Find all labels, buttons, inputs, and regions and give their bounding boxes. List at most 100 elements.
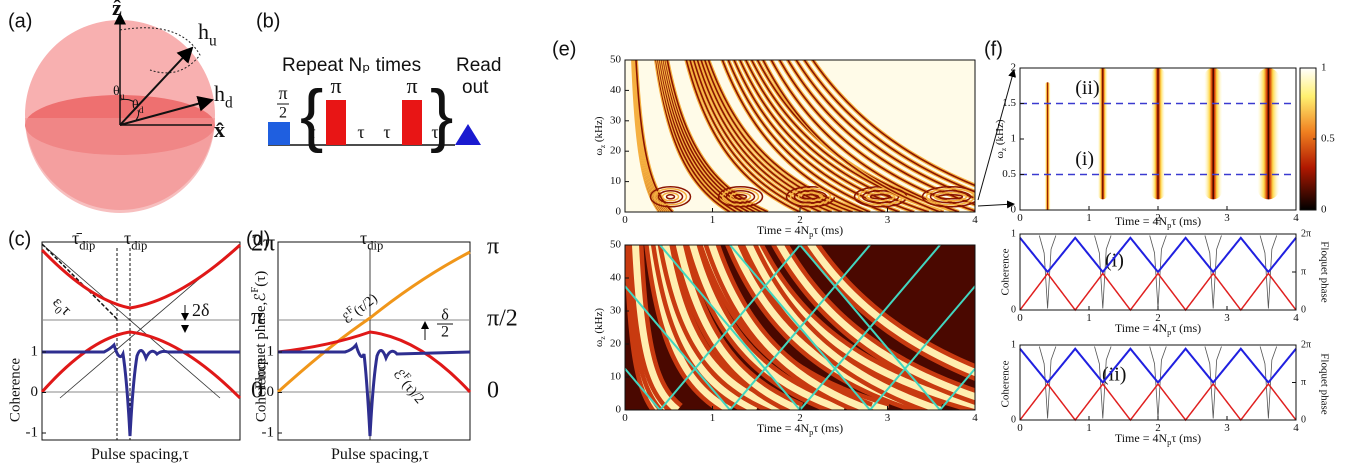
label-part: τ (ms) (1171, 321, 1201, 335)
label-part: Time = 4N (757, 223, 810, 237)
gap-label: 2δ (192, 300, 209, 320)
band (675, 245, 802, 410)
panel-label: (f) (984, 38, 1003, 60)
readout-label: Read (456, 55, 501, 76)
vector-label: hu (198, 19, 217, 49)
fringe (762, 60, 941, 212)
label-part: d (225, 94, 233, 111)
fringe-ring (657, 190, 684, 204)
y-tick-label: π (251, 304, 263, 330)
label-part: (kHz) (593, 308, 605, 337)
resonance-line (939, 367, 975, 410)
y-axis-title: Floquet phase (1318, 353, 1330, 415)
y-tick-label: 0 (31, 384, 39, 400)
x-tick-label: 3 (885, 214, 891, 226)
y-tick-label: π (1301, 377, 1306, 388)
y-tick-label: 1.5 (1002, 97, 1016, 109)
x-tick-label: 0 (622, 412, 628, 424)
resonance-line (869, 284, 975, 410)
label-part: τ (ms) (1171, 214, 1201, 228)
label-part: h (198, 19, 209, 44)
fringe (786, 60, 975, 206)
label-part: u (120, 91, 125, 102)
x-tick-label: 3 (1224, 212, 1230, 224)
y-axis-title: Coherence (1000, 360, 1012, 407)
phase-curve (1019, 272, 1297, 312)
heatmap (625, 245, 975, 410)
cut-label: (i) (1105, 250, 1124, 272)
pulse-label: π (406, 73, 417, 98)
label-part: τ̄ (72, 228, 82, 248)
annotation: τdip (124, 228, 147, 252)
fringe-ring (717, 186, 764, 208)
y-tick-label: 1 (31, 343, 39, 359)
gap-label: 2 (441, 324, 449, 341)
fringe (655, 60, 731, 212)
fringe-ring (729, 192, 752, 202)
label-part: p (809, 428, 813, 437)
resonance-line (659, 245, 801, 410)
label-part: τ (ms) (813, 223, 843, 237)
fringe (750, 60, 944, 212)
y-tick-label: 0 (616, 404, 622, 416)
connector (977, 200, 1015, 209)
x-tick-label: 2 (797, 214, 803, 226)
bloch-sphere (25, 12, 215, 213)
label-part: dip (131, 238, 147, 252)
fringe-ring (937, 194, 964, 200)
x-axis-title: Time = 4Npτ (ms) (1115, 431, 1201, 447)
x-tick-label: 4 (972, 412, 978, 424)
x-axis-title: Time = 4Npτ (ms) (757, 223, 843, 239)
label-part: ω (593, 340, 605, 347)
label-part: u (209, 32, 217, 49)
fringe (692, 60, 822, 212)
x-tick-label: 4 (972, 214, 978, 226)
fringe-ring (921, 186, 975, 208)
label-part: Time = 4N (1115, 321, 1168, 335)
y-tick-label: 0 (1011, 204, 1017, 216)
resonance-line (625, 367, 661, 410)
brace: } (430, 75, 453, 153)
fringe (721, 60, 871, 212)
label-part: Time = 4N (1115, 214, 1168, 228)
y-tick-label: 0 (1301, 414, 1306, 425)
fringe-ring (725, 190, 756, 204)
pulse-label: 2 (279, 105, 287, 122)
y-tick-label: 2 (1011, 62, 1017, 74)
y-tick-label: 0.5 (1321, 133, 1335, 145)
label-part: p (1167, 438, 1171, 447)
label-part: p (1167, 221, 1171, 230)
y-tick-label: 0 (487, 378, 499, 404)
cut-label: (ii) (1102, 364, 1126, 386)
angle-label: θd (132, 98, 144, 116)
axis-label: x̂ (214, 117, 225, 142)
fringe-ring (861, 190, 900, 204)
x-axis-title: Time = 4Npτ (ms) (1115, 321, 1201, 337)
x-tick-label: 2 (1155, 212, 1161, 224)
fringe (685, 60, 801, 212)
fringe-ring (721, 188, 760, 206)
fringe-ring (733, 194, 748, 200)
x-tick-label: 4 (1293, 422, 1299, 434)
fringe-ring (789, 188, 832, 206)
resonance-flame (1097, 68, 1108, 200)
fringe-ring (793, 190, 828, 204)
label-part: τ (ms) (813, 421, 843, 435)
y-axis-title: ωz (kHz) (994, 119, 1008, 158)
label-part: ω (994, 151, 1006, 158)
resonance-flame (1257, 68, 1280, 200)
y-tick-label: 30 (610, 305, 622, 317)
x-tick-label: 0 (1017, 312, 1023, 324)
y-tick-label: 20 (610, 338, 622, 350)
fringe-ring (653, 188, 688, 206)
fringe (658, 60, 743, 212)
spacing-label: τ (357, 122, 364, 142)
y-tick-label: π/2 (487, 306, 518, 332)
resonance-line (729, 245, 871, 410)
y-tick-label: 2π (251, 231, 275, 257)
fringe (770, 60, 960, 212)
label-part: (kHz) (994, 119, 1006, 148)
label-part: dip (367, 238, 383, 252)
label-part: F (345, 304, 357, 316)
